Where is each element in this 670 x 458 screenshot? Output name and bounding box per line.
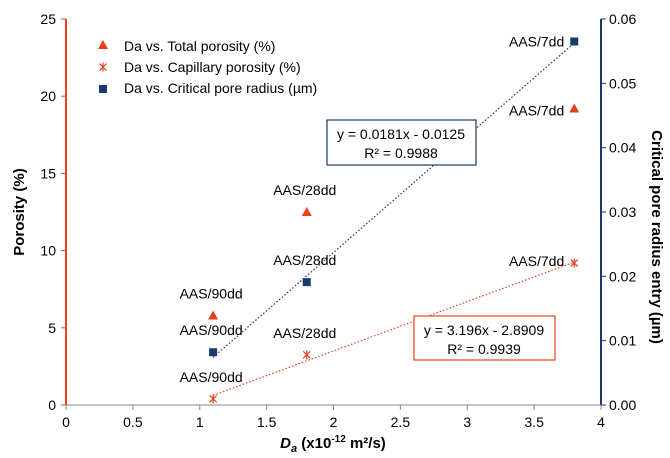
x-tick-label: 0.5 — [123, 414, 143, 430]
legend-square-icon — [99, 85, 107, 93]
equation-box-blue: y = 0.0181x - 0.0125 R² = 0.9988 — [326, 119, 477, 166]
critical-pore-radius-point — [302, 278, 311, 287]
x-axis-title-subscript: a — [291, 443, 297, 455]
point-label: AAS/90dd — [180, 285, 243, 301]
y-axis-left-title: Porosity (%) — [11, 168, 28, 256]
point-label: AAS/90dd — [180, 369, 243, 385]
critical-pore-radius-point — [209, 348, 218, 357]
equation-box-blue-frame — [326, 119, 477, 166]
y-right-tick-label: 0.06 — [609, 11, 636, 27]
y-right-tick-label: 0.01 — [609, 333, 636, 349]
legend-label-critical-pore-radius: Da vs. Critical pore radius (µm) — [124, 80, 317, 96]
y-left-tick-label: 15 — [40, 165, 56, 181]
x-tick-label: 2 — [330, 414, 338, 430]
x-axis-title-unit: m²/s) — [346, 435, 386, 452]
y-left-tick-label: 5 — [48, 320, 56, 336]
point-label: AAS/90dd — [180, 322, 243, 338]
y-right-tick-label: 0.00 — [609, 397, 636, 413]
y-left-tick-label: 20 — [40, 88, 56, 104]
y-left-tick-label: 10 — [40, 243, 56, 259]
y-right-tick-label: 0.03 — [609, 204, 636, 220]
trendline — [212, 42, 575, 358]
y-axis-right-title: Critical pore radius entry (µm) — [648, 130, 665, 344]
x-tick-label: 3.5 — [524, 414, 544, 430]
trendline-layer — [212, 42, 575, 396]
legend-triangle-icon — [98, 40, 108, 49]
y-right-tick-label: 0.04 — [609, 140, 636, 156]
x-tick-label: 3 — [463, 414, 471, 430]
x-tick-label: 0 — [62, 414, 70, 430]
equation-red-text: y = 3.196x - 2.8909 — [424, 322, 544, 338]
x-tick-label: 4 — [597, 414, 605, 430]
marks-layer — [208, 37, 580, 404]
x-axis-title: Da (x10-12 m²/s) — [280, 434, 386, 455]
x-tick-label: 1 — [196, 414, 204, 430]
y-right-tick-label: 0.02 — [609, 268, 636, 284]
point-label: AAS/28dd — [273, 182, 336, 198]
y-left-tick-label: 25 — [40, 11, 56, 27]
equation-box-red: y = 3.196x - 2.8909 R² = 0.9939 — [413, 315, 556, 361]
point-label: AAS/28dd — [273, 325, 336, 341]
point-label-layer: AAS/90dd AAS/28dd AAS/7dd AAS/90dd AAS/28dd A… — [180, 34, 565, 385]
x-axis-title-text: (x10 — [297, 435, 331, 452]
legend-label-capillary-porosity: Da vs. Capillary porosity (%) — [124, 59, 301, 75]
tick-layer: 0 0.5 1 1.5 2 2.5 3 3.5 4 0 5 10 15 20 25 0.00 0.01 0.02 0… — [40, 11, 636, 430]
capillary-porosity-point — [209, 394, 218, 404]
legend-label-total-porosity: Da vs. Total porosity (%) — [124, 38, 275, 54]
total-porosity-point — [208, 310, 219, 320]
x-axis-title-superscript: -12 — [331, 434, 346, 445]
x-tick-label: 1.5 — [257, 414, 277, 430]
total-porosity-point — [569, 103, 580, 113]
point-label: AAS/28dd — [273, 252, 336, 268]
y-left-tick-label: 0 — [48, 397, 56, 413]
x-axis-title-symbol: D — [280, 435, 291, 452]
equation-blue-text: y = 0.0181x - 0.0125 — [337, 126, 465, 142]
equation-red-r2: R² = 0.9939 — [447, 341, 521, 357]
point-label: AAS/7dd — [509, 103, 564, 119]
total-porosity-point — [301, 207, 312, 216]
y-right-tick-label: 0.05 — [609, 75, 636, 91]
capillary-porosity-point — [302, 350, 311, 360]
capillary-porosity-point — [570, 258, 579, 268]
legend: Da vs. Total porosity (%) Da vs. Capilla… — [98, 38, 317, 96]
critical-pore-radius-point — [570, 37, 579, 46]
point-label: AAS/7dd — [509, 34, 564, 50]
equation-blue-r2: R² = 0.9988 — [364, 145, 438, 161]
point-label: AAS/7dd — [509, 253, 564, 269]
trendline — [212, 261, 575, 396]
legend-cross-icon — [99, 62, 107, 72]
x-tick-label: 2.5 — [391, 414, 411, 430]
equation-box-red-frame — [413, 315, 556, 361]
